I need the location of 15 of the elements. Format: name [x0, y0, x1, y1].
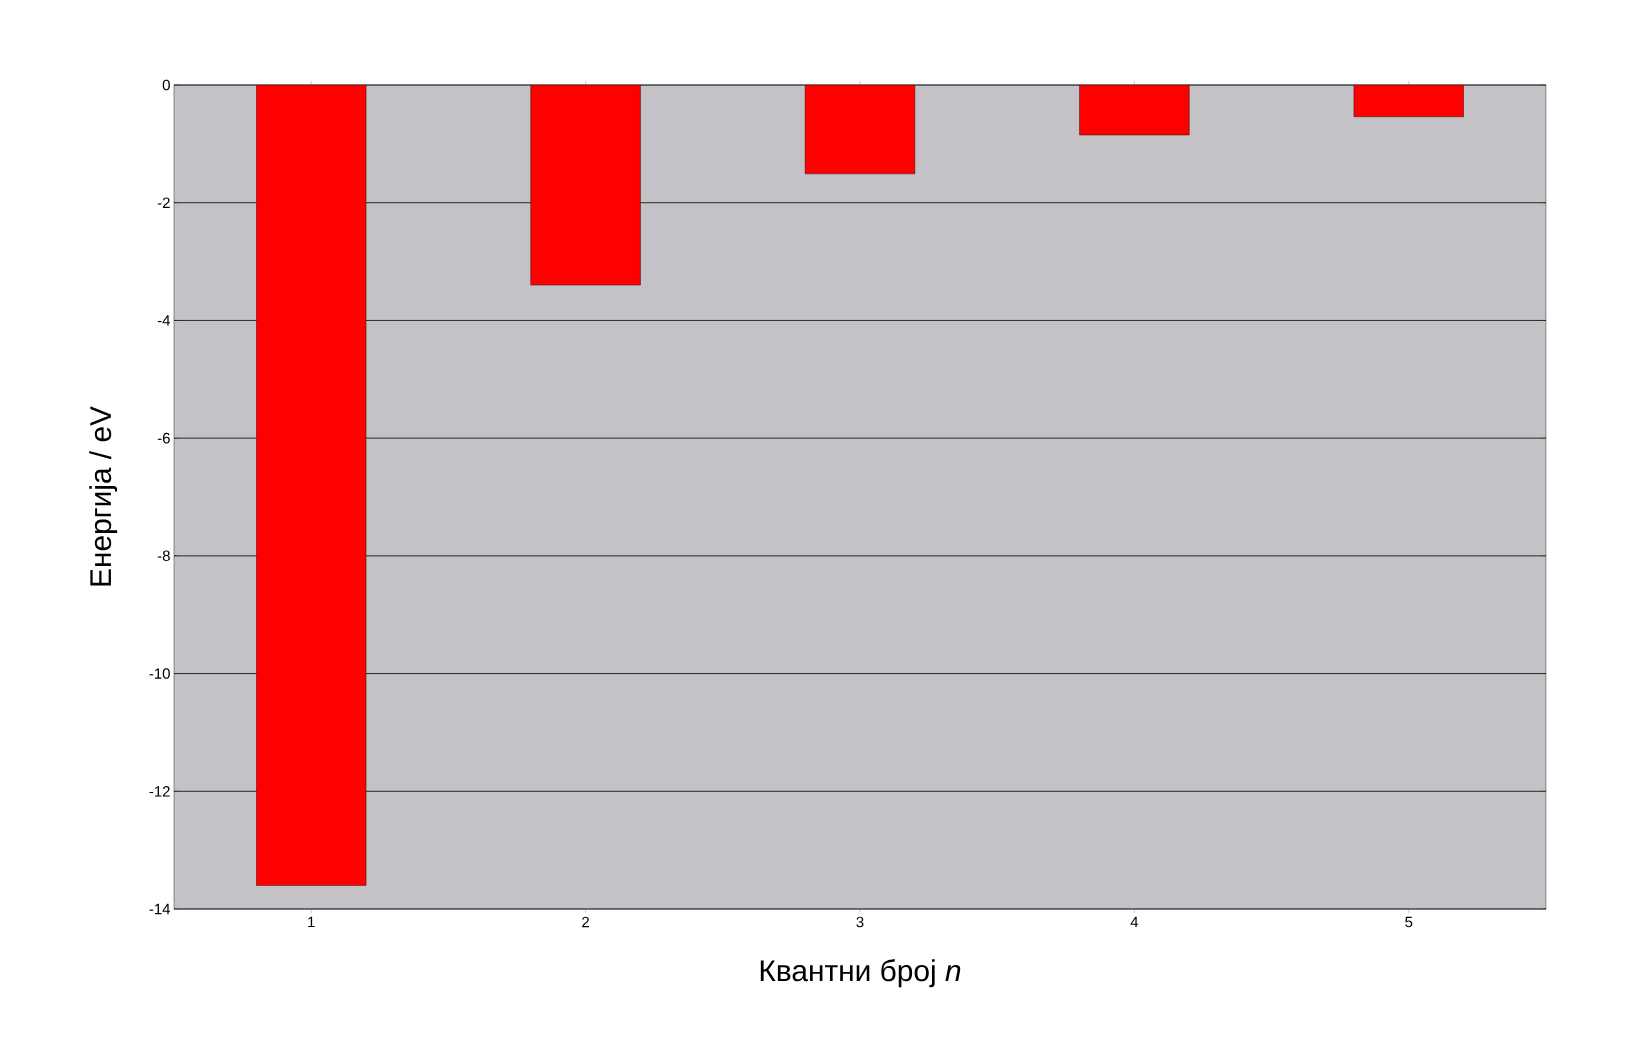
x-tick-label: 5: [1405, 916, 1413, 928]
y-tick-label: -10: [149, 668, 170, 679]
y-tick-label: -12: [149, 786, 170, 797]
y-tick-label: -2: [157, 197, 170, 208]
x-tick-label: 1: [308, 916, 315, 928]
y-tick-label: 0: [162, 79, 170, 91]
x-tick-label: 3: [856, 916, 864, 928]
y-axis-title: Енергија / eV: [89, 406, 118, 586]
y-tick-label: -14: [149, 903, 171, 915]
x-tick-label: 2: [582, 916, 589, 928]
x-tick-label: 4: [1130, 916, 1139, 928]
y-tick-label: -4: [157, 315, 171, 326]
y-tick-label: -8: [157, 550, 170, 562]
y-tick-label: -6: [157, 432, 170, 444]
x-axis-title: Квантни број n: [760, 959, 961, 988]
